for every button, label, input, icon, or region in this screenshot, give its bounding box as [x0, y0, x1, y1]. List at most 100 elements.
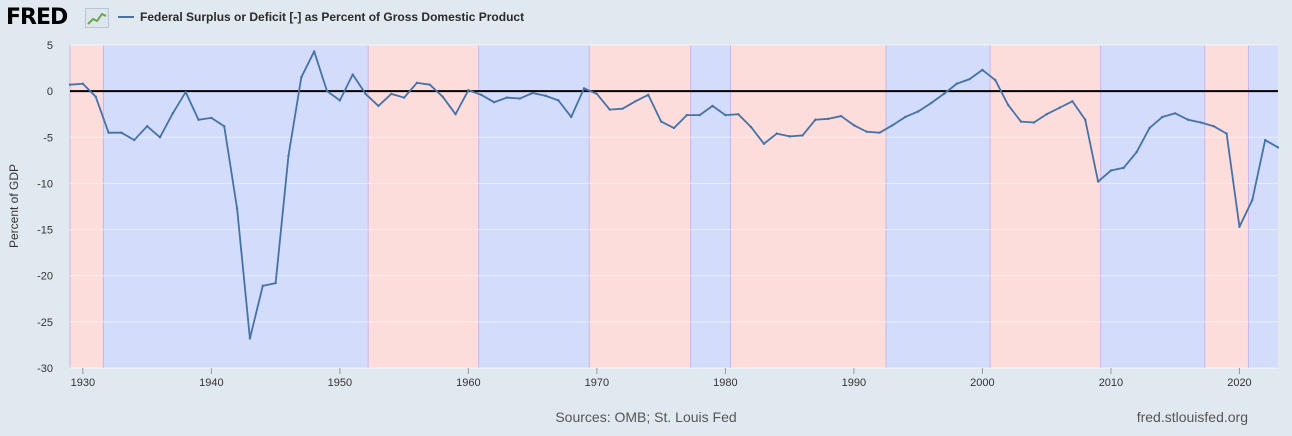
- y-tick-label: -15: [37, 225, 53, 237]
- administration-shading: [69, 45, 1278, 368]
- data-point: [171, 112, 175, 115]
- data-point: [595, 92, 599, 96]
- data-point: [505, 96, 509, 99]
- data-point: [801, 134, 804, 137]
- data-point: [1263, 138, 1267, 142]
- data-point: [338, 99, 342, 102]
- data-point: [929, 101, 933, 105]
- data-point: [1045, 113, 1048, 116]
- data-point: [235, 207, 239, 210]
- data-point: [441, 95, 444, 98]
- source-note: Sources: OMB; St. Louis Fed: [555, 409, 737, 425]
- fred-logo[interactable]: FRED: [6, 5, 68, 30]
- data-point: [1161, 115, 1164, 119]
- data-point: [737, 113, 740, 116]
- data-point: [762, 142, 766, 145]
- data-point: [1173, 112, 1177, 115]
- data-point: [569, 115, 573, 119]
- data-point: [467, 89, 470, 92]
- data-point: [364, 92, 367, 96]
- data-point: [518, 97, 521, 100]
- data-point: [698, 113, 701, 117]
- legend-swatch: [118, 16, 134, 18]
- y-tick-label: -25: [37, 317, 53, 329]
- data-point: [955, 82, 958, 85]
- shade-band: [1248, 45, 1278, 368]
- data-point: [1135, 150, 1138, 154]
- gridlines: [70, 44, 1278, 369]
- data-point: [1071, 100, 1074, 103]
- y-tick-label: -10: [37, 178, 53, 190]
- shade-band: [690, 45, 731, 368]
- y-tick-label: 5: [47, 40, 53, 52]
- data-point: [248, 337, 252, 340]
- data-point: [312, 50, 316, 53]
- data-point: [891, 124, 894, 127]
- data-point: [223, 125, 226, 128]
- data-point: [1212, 125, 1215, 128]
- x-axis-ticks: 1930 1940 1950 1960 1970 1980 1990 2000 2010 2020: [71, 368, 1252, 389]
- data-point: [402, 96, 406, 99]
- data-point: [827, 117, 830, 121]
- data-point: [1058, 106, 1061, 109]
- data-point: [158, 136, 162, 139]
- x-tick-label: 2010: [1099, 377, 1123, 389]
- data-point: [1006, 103, 1010, 107]
- data-point: [749, 125, 753, 129]
- data-point: [325, 89, 329, 93]
- data-point: [197, 118, 200, 121]
- shade-band: [103, 45, 369, 368]
- data-point: [647, 93, 650, 97]
- data-point: [775, 132, 779, 135]
- data-point: [672, 126, 676, 130]
- data-point: [120, 131, 123, 134]
- shade-band: [990, 45, 1101, 368]
- data-point: [1109, 169, 1113, 172]
- shade-band: [478, 45, 590, 368]
- data-point: [184, 90, 187, 94]
- data-point: [1148, 126, 1151, 130]
- y-tick-label: 0: [47, 86, 53, 98]
- site-link[interactable]: fred.stlouisfed.org: [1136, 409, 1248, 425]
- data-point: [1238, 225, 1241, 229]
- data-point: [852, 124, 856, 127]
- data-point: [261, 284, 264, 288]
- data-point: [1276, 146, 1280, 149]
- data-point: [724, 113, 727, 117]
- data-point: [621, 107, 624, 110]
- data-point: [865, 130, 868, 133]
- data-point: [981, 68, 984, 72]
- data-point: [94, 95, 97, 98]
- data-point: [145, 125, 149, 128]
- chart-header: FRED Federal Surplus or Deficit [-] as P…: [0, 0, 1292, 34]
- data-point: [428, 83, 432, 86]
- data-point: [210, 116, 213, 120]
- data-point: [107, 131, 110, 134]
- shade-band: [1100, 45, 1205, 368]
- x-tick-label: 1950: [328, 377, 352, 389]
- data-point: [300, 76, 303, 79]
- data-point: [994, 78, 997, 82]
- data-point: [390, 92, 393, 96]
- x-tick-label: 1940: [199, 377, 223, 389]
- x-tick-label: 1970: [585, 377, 609, 389]
- shade-band: [368, 45, 479, 368]
- x-tick-label: 2020: [1227, 377, 1251, 389]
- shade-band: [70, 45, 104, 368]
- x-tick-label: 1960: [456, 377, 480, 389]
- data-point: [274, 281, 277, 285]
- data-point: [81, 82, 85, 85]
- data-point: [1122, 166, 1125, 169]
- data-point: [582, 87, 586, 90]
- y-axis-ticks: 5 0 -5 -10 -15 -20 -25 -30: [37, 40, 53, 375]
- data-point: [557, 99, 560, 102]
- y-tick-label: -20: [37, 271, 53, 283]
- data-point: [377, 104, 380, 108]
- data-point: [1019, 120, 1023, 123]
- data-point: [968, 77, 971, 81]
- data-point: [878, 131, 881, 134]
- data-point: [1225, 132, 1228, 135]
- legend-label: Federal Surplus or Deficit [-] as Percen…: [140, 10, 525, 24]
- data-point: [351, 73, 354, 76]
